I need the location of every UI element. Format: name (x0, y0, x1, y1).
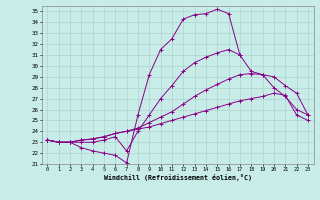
X-axis label: Windchill (Refroidissement éolien,°C): Windchill (Refroidissement éolien,°C) (104, 174, 252, 181)
